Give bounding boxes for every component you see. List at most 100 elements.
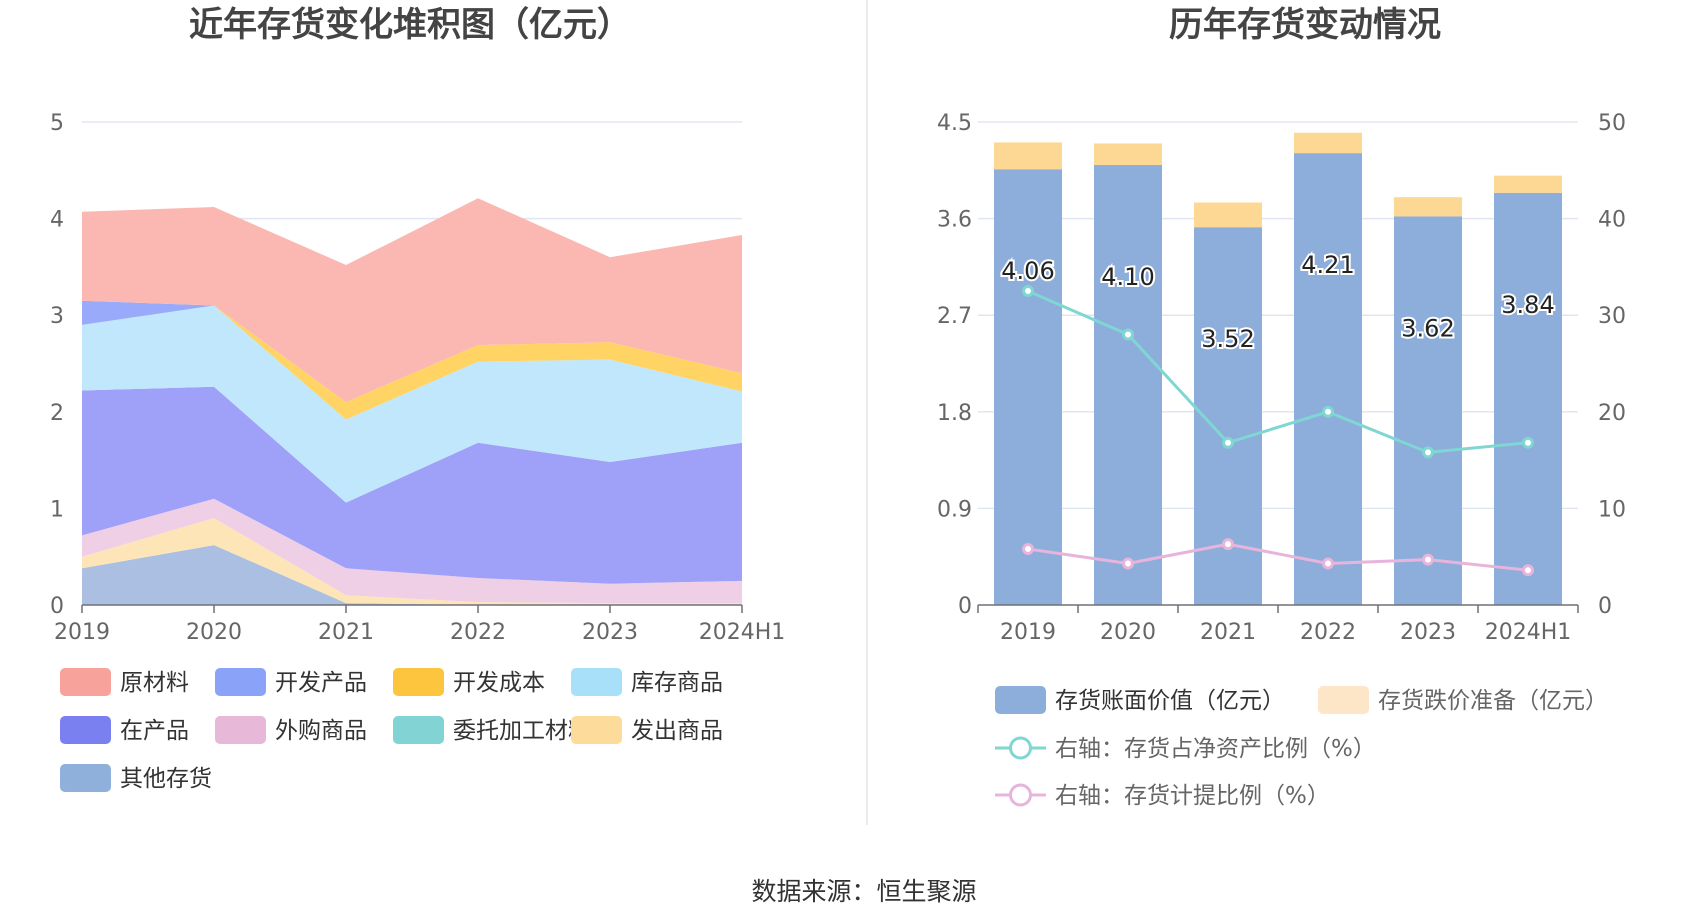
right-left-y-tick-label: 0.9: [937, 497, 972, 522]
bar-book-value: [1494, 192, 1562, 605]
legend-label: 外购商品: [275, 718, 367, 744]
line-net-asset-ratio-point: [1322, 405, 1334, 418]
legend-swatch: [393, 668, 444, 696]
legend-label: 发出商品: [631, 718, 723, 744]
left-x-tick-label: 2020: [186, 620, 242, 645]
line-provision-ratio-point: [1222, 538, 1234, 551]
left-y-tick-label: 4: [50, 208, 64, 233]
bar-provision: [1394, 197, 1462, 217]
bar-provision: [1194, 202, 1262, 228]
bar-book-value: [994, 169, 1062, 605]
legend-item-开发产品[interactable]: 开发产品: [215, 668, 367, 696]
bar-value-label: 3.84: [1501, 291, 1554, 319]
legend-item-存货账面价值（亿元）[interactable]: 存货账面价值（亿元）: [995, 686, 1285, 714]
legend-swatch: [215, 668, 266, 696]
legend-label: 其他存货: [120, 766, 212, 792]
line-net-asset-ratio-point: [1222, 436, 1234, 449]
legend-item-原材料[interactable]: 原材料: [60, 668, 189, 696]
right-chart-lines: [1022, 285, 1534, 577]
right-x-tick-label: 2023: [1400, 620, 1456, 645]
legend-item-其他存货[interactable]: 其他存货: [60, 764, 212, 792]
bar-value-label: 4.10: [1101, 263, 1154, 291]
left-chart-axes: 0 1 2 3 4 5 2019 2020 2021 2022 2023 2024H1: [50, 111, 785, 645]
legend-swatch: [571, 668, 622, 696]
right-left-y-tick-label: 3.6: [937, 208, 972, 233]
bar-value-label: 3.52: [1201, 325, 1254, 353]
legend-item-外购商品[interactable]: 外购商品: [215, 716, 367, 744]
bar-value-label: 4.06: [1001, 257, 1054, 285]
right-right-y-tick-label: 50: [1598, 111, 1626, 136]
legend-swatch: [60, 668, 111, 696]
right-right-y-tick-label: 30: [1598, 304, 1626, 329]
line-net-asset-ratio-point: [1122, 328, 1134, 341]
legend-label: 存货跌价准备（亿元）: [1378, 688, 1608, 714]
right-chart-legend: 存货账面价值（亿元） 存货跌价准备（亿元）右轴：存货占净资产比例（%） 右轴：存货计…: [995, 686, 1608, 809]
line-provision-ratio-point: [1122, 557, 1134, 570]
line-provision-ratio-point: [1322, 557, 1334, 570]
right-x-tick-label: 2021: [1200, 620, 1256, 645]
legend-label: 存货账面价值（亿元）: [1055, 688, 1285, 714]
legend-swatch: [571, 716, 622, 744]
right-x-tick-label: 2019: [1000, 620, 1056, 645]
left-y-tick-label: 1: [50, 497, 64, 522]
legend-item-在产品[interactable]: 在产品: [60, 716, 189, 744]
legend-label: 右轴：存货占净资产比例（%）: [1055, 736, 1376, 762]
bar-book-value: [1094, 164, 1162, 605]
line-provision-ratio-point: [1022, 542, 1034, 555]
left-x-tick-label: 2022: [450, 620, 506, 645]
area-series-外购商品: [82, 498, 742, 604]
area-series-原材料: [82, 198, 742, 403]
right-x-tick-label: 2020: [1100, 620, 1156, 645]
left-y-tick-label: 0: [50, 594, 64, 619]
left-chart-title: 近年存货变化堆积图（亿元）: [189, 5, 631, 45]
legend-label: 右轴：存货计提比例（%）: [1055, 783, 1330, 809]
line-net-asset-ratio-point: [1422, 446, 1434, 459]
area-series-其他存货: [82, 545, 742, 605]
bar-value-label: 3.62: [1401, 314, 1454, 342]
bar-provision: [994, 142, 1062, 170]
legend-item-库存商品[interactable]: 库存商品: [571, 668, 723, 696]
line-net-asset-ratio-point: [1522, 436, 1534, 449]
legend-item-委托加工材料[interactable]: 委托加工材料: [393, 716, 591, 744]
legend-label: 库存商品: [631, 670, 723, 696]
line-provision-ratio-point: [1422, 553, 1434, 566]
legend-label: 开发产品: [275, 670, 367, 696]
left-x-tick-label: 2024H1: [699, 620, 786, 645]
left-y-tick-label: 5: [50, 111, 64, 136]
bar-provision: [1494, 175, 1562, 193]
legend-label: 开发成本: [453, 670, 545, 696]
legend-item-右轴：存货占净资产比例（%）[interactable]: 右轴：存货占净资产比例（%）: [995, 736, 1376, 762]
line-provision-ratio-point: [1522, 564, 1534, 577]
left-chart-areas: [82, 198, 742, 605]
right-left-y-tick-label: 0: [958, 594, 972, 619]
left-x-tick-label: 2019: [54, 620, 110, 645]
right-right-y-tick-label: 0: [1598, 594, 1612, 619]
legend-marker: [1009, 783, 1032, 807]
bar-book-value: [1294, 153, 1362, 606]
right-right-y-tick-label: 10: [1598, 497, 1626, 522]
bar-value-label: 4.21: [1301, 251, 1354, 279]
legend-swatch: [1318, 686, 1369, 714]
legend-label: 委托加工材料: [453, 718, 591, 744]
bar-provision: [1094, 143, 1162, 165]
legend-swatch: [995, 686, 1046, 714]
legend-item-发出商品[interactable]: 发出商品: [571, 716, 723, 744]
right-x-tick-label: 2022: [1300, 620, 1356, 645]
legend-item-存货跌价准备（亿元）[interactable]: 存货跌价准备（亿元）: [1318, 686, 1608, 714]
right-right-y-tick-label: 40: [1598, 208, 1626, 233]
right-left-y-tick-label: 4.5: [937, 111, 972, 136]
legend-label: 原材料: [120, 670, 189, 696]
right-x-tick-label: 2024H1: [1485, 620, 1572, 645]
legend-item-右轴：存货计提比例（%）[interactable]: 右轴：存货计提比例（%）: [995, 783, 1330, 809]
bar-book-value: [1394, 216, 1462, 605]
area-series-在产品: [82, 386, 742, 584]
legend-item-开发成本[interactable]: 开发成本: [393, 668, 545, 696]
right-chart-title: 历年存货变动情况: [1169, 5, 1441, 45]
left-y-tick-label: 3: [50, 304, 64, 329]
right-right-y-tick-label: 20: [1598, 401, 1626, 426]
data-source: 数据来源：恒生聚源: [751, 877, 976, 906]
right-chart-grid: [978, 121, 1578, 510]
legend-swatch: [393, 716, 444, 744]
legend-label: 在产品: [120, 718, 189, 744]
